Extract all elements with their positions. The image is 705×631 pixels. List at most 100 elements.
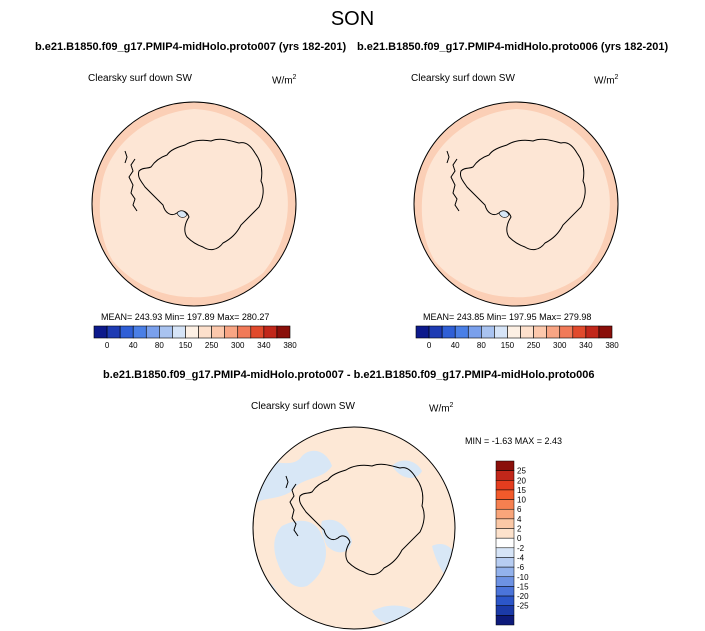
inner-region [99,109,288,298]
colorbar-label: 250 [205,341,219,350]
colorbar-label: -20 [517,592,529,601]
colorbar-label: 380 [283,341,297,350]
colorbar-swatch [495,586,515,597]
colorbar-swatch [533,325,547,339]
antarctica-coastline [446,138,586,251]
stats-left: MEAN= 243.93 Min= 197.89 Max= 280.27 [101,312,270,322]
colorbar-swatch [263,325,278,339]
colorbar-label: -25 [517,602,529,611]
case-title-right: b.e21.B1850.f09_g17.PMIP4-midHolo.proto0… [357,41,669,53]
colorbar-swatch [495,528,515,539]
colorbar-label: 15 [517,486,526,495]
colorbar-swatch [495,489,515,500]
antarctica-coastline [285,463,425,576]
ice-shelf [176,210,188,218]
colorbar-swatch [495,576,515,587]
colorbar-swatch [495,470,515,481]
colorbar-label: 40 [451,341,460,350]
colorbar-label: 0 [105,341,110,350]
case-title-left: b.e21.B1850.f09_g17.PMIP4-midHolo.proto0… [35,41,347,53]
colorbar-swatch [132,325,147,339]
colorbar-label: -2 [517,544,525,553]
colorbar-label: 80 [155,341,164,350]
colorbar-swatch [507,325,521,339]
colorbar-swatch [495,508,515,520]
polar-map-left [91,101,297,307]
season-title: SON [330,8,375,30]
colorbar-swatch [415,325,430,339]
colorbar-swatch [546,325,561,339]
diff-field-label: Clearsky surf down SW [251,401,355,412]
negative-region [392,460,422,478]
field-label-left: Clearsky surf down SW [88,73,192,84]
colorbar-swatch [495,605,515,616]
colorbar-left: 0 40 80 150 250 300 340 380 [93,325,297,350]
antarctica-coastline [124,138,264,251]
colorbar-label: 340 [257,341,271,350]
colorbar-swatch [495,499,515,510]
colorbar-label: -10 [517,573,529,582]
diff-title: b.e21.B1850.f09_g17.PMIP4-midHolo.proto0… [103,369,595,381]
colorbar-swatch [276,325,291,339]
colorbar-swatch [559,325,574,339]
colorbar-swatch [93,325,108,339]
ice-shelf [498,210,510,218]
field-label-right: Clearsky surf down SW [411,73,515,84]
colorbar-swatch [428,325,443,339]
colorbar-label: 25 [517,467,526,476]
colorbar-swatch [495,460,515,471]
colorbar-label: 4 [517,515,522,524]
colorbar-swatch [250,325,265,339]
colorbar-label: 150 [179,341,193,350]
colorbar-swatch [172,325,186,339]
colorbar-swatch [572,325,587,339]
colorbar-label: -6 [517,563,525,572]
negative-region [274,520,327,587]
colorbar-swatch [237,325,252,339]
colorbar-label: 80 [477,341,486,350]
colorbar-label: 10 [517,496,526,505]
colorbar-label: 40 [129,341,138,350]
colorbar-swatch [119,325,134,339]
colorbar-swatch [520,325,534,339]
colorbar-label: 0 [517,534,522,543]
colorbar-label: 340 [579,341,593,350]
colorbar-label: 250 [527,341,541,350]
colorbar-swatch [454,325,469,339]
colorbar-label: 2 [517,525,522,534]
diff-units: W/m2 [429,402,454,415]
colorbar-label: 150 [501,341,515,350]
colorbar-label: -15 [517,582,529,591]
colorbar-swatch [495,537,515,549]
inner-region [421,109,610,298]
colorbar-swatch [495,557,515,568]
units-left: W/m2 [272,74,297,87]
polar-map-diff [252,426,456,630]
polar-map-right [413,101,619,307]
colorbar-swatch [495,566,515,578]
colorbar-label: 300 [231,341,245,350]
map-border [91,101,297,307]
colorbar-label: 300 [553,341,567,350]
colorbar-swatch [224,325,239,339]
negative-region [321,519,352,553]
colorbar-swatch [467,325,482,339]
colorbar-swatch [481,325,495,339]
stats-right: MEAN= 243.85 Min= 197.95 Max= 279.98 [423,312,592,322]
colorbar-swatch [198,325,212,339]
colorbar-swatch [495,480,515,491]
colorbar-swatch [106,325,121,339]
colorbar-swatch [495,518,515,529]
colorbar-swatch [585,325,600,339]
colorbar-label: -4 [517,553,525,562]
colorbar-label: 380 [605,341,619,350]
colorbar-swatch [211,325,225,339]
colorbar-swatch [145,325,160,339]
diff-stats: MIN = -1.63 MAX = 2.43 [465,436,563,446]
colorbar-label: 20 [517,476,526,485]
map-border [413,101,619,307]
colorbar-swatch [495,615,515,626]
colorbar-label: 0 [427,341,432,350]
colorbar-swatch [185,325,199,339]
